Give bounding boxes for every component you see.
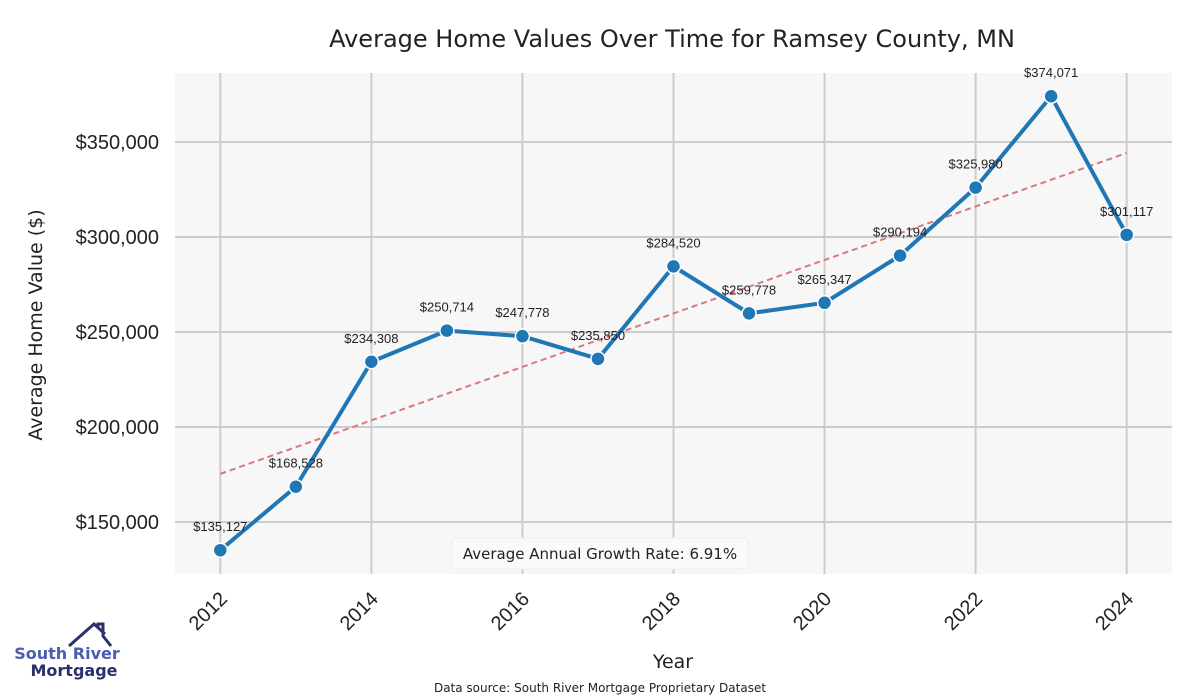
y-tick-label: $150,000 — [76, 512, 159, 534]
data-label: $284,520 — [646, 235, 700, 250]
data-label: $250,714 — [420, 300, 474, 315]
x-tick-label: 2018 — [638, 588, 685, 635]
company-logo: South River Mortgage — [14, 621, 120, 680]
trend-line — [219, 152, 1128, 475]
y-tick-label: $350,000 — [76, 132, 159, 154]
data-label: $234,308 — [344, 331, 398, 346]
data-point — [288, 478, 304, 495]
x-tick-label: 2022 — [940, 588, 987, 635]
data-label: $168,528 — [269, 456, 323, 471]
data-source: Data source: South River Mortgage Propri… — [434, 681, 766, 695]
y-tick-label: $300,000 — [76, 227, 159, 249]
data-point — [1043, 88, 1059, 104]
data-label: $135,127 — [193, 519, 247, 534]
logo-line2: Mortgage — [30, 661, 117, 680]
x-axis-label: Year — [652, 651, 693, 673]
x-tick-label: 2012 — [185, 588, 232, 635]
growth-rate-annotation: Average Annual Growth Rate: 6.91% — [451, 537, 749, 570]
growth-rate-text: Average Annual Growth Rate: 6.91% — [463, 545, 737, 563]
x-tick-label: 2020 — [789, 588, 836, 635]
data-label: $265,347 — [797, 272, 851, 287]
data-label: $259,778 — [722, 282, 776, 297]
chart-title: Average Home Values Over Time for Ramsey… — [329, 25, 1015, 53]
data-point — [741, 305, 757, 322]
data-point — [892, 247, 908, 264]
data-point — [665, 258, 682, 275]
data-label: $325,980 — [949, 157, 1003, 172]
data-label: $290,194 — [873, 225, 927, 240]
y-axis-label: Average Home Value ($) — [25, 209, 47, 440]
data-label: $374,071 — [1024, 65, 1078, 80]
data-point — [439, 322, 455, 339]
data-point — [212, 542, 229, 558]
data-point — [816, 295, 833, 311]
y-tick-label: $250,000 — [76, 322, 159, 344]
data-point — [590, 351, 606, 367]
data-label: $247,778 — [495, 305, 549, 320]
data-point — [514, 328, 531, 344]
logo-line1: South River — [14, 644, 120, 663]
y-tick-label: $200,000 — [76, 417, 159, 439]
x-tick-label: 2016 — [487, 588, 534, 635]
data-point — [363, 354, 380, 370]
data-label: $235,850 — [571, 328, 625, 343]
data-point — [967, 179, 984, 196]
x-tick-label: 2024 — [1091, 588, 1138, 635]
data-label: $301,117 — [1100, 204, 1153, 219]
data-point — [1118, 227, 1135, 243]
x-tick-label: 2014 — [336, 588, 383, 635]
